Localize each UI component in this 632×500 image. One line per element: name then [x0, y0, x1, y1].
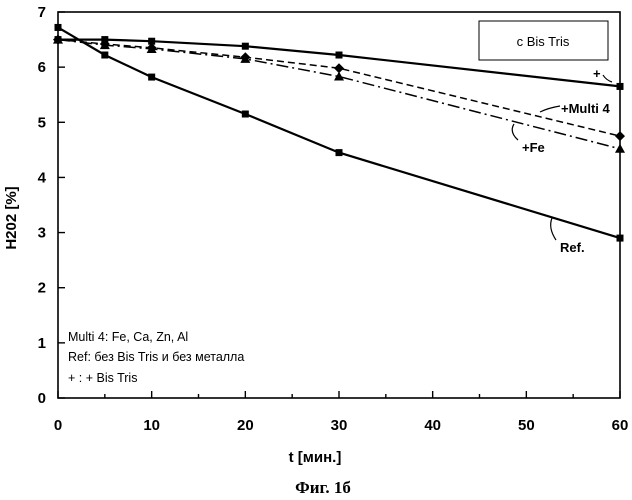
x-tick-label: 10: [143, 417, 160, 434]
series-label: +Multi 4: [561, 101, 611, 116]
data-point-square: [335, 51, 343, 59]
figure-caption: Фиг. 1б: [295, 478, 351, 497]
data-point-triangle: [146, 43, 157, 53]
data-point-triangle: [53, 34, 63, 44]
data-point-square: [148, 73, 156, 81]
data-point-square: [54, 23, 62, 31]
data-point-square: [101, 51, 109, 59]
series-label: Ref.: [560, 240, 585, 255]
note-line-2: Ref: без Bis Tris и без металла: [68, 350, 244, 364]
axes: 0 1 2 3 4 5 6 7 0 10 20 30 40 50 60: [38, 4, 629, 434]
legend-box-label: c Bis Tris: [517, 34, 570, 49]
series-line: [57, 26, 621, 240]
x-tick-label: 20: [237, 417, 254, 434]
y-tick-label: 5: [38, 114, 46, 131]
data-point-square: [335, 149, 343, 157]
data-point-square: [241, 42, 249, 50]
x-tick-label: 0: [54, 417, 62, 434]
series-label-leader: [602, 74, 613, 83]
data-point-square: [148, 37, 156, 45]
series-label: +Fe: [522, 140, 545, 155]
x-axis-title: t [мин.]: [289, 449, 342, 466]
series-line: [57, 38, 621, 150]
series-label-leader: [550, 217, 557, 241]
y-tick-label: 2: [38, 280, 46, 297]
series-label-leader: [511, 123, 519, 141]
series-line: [57, 38, 621, 137]
data-point-triangle: [99, 40, 110, 50]
data-point-diamond: [615, 131, 625, 142]
y-tick-label: 7: [38, 4, 46, 21]
y-tick-label: 6: [38, 59, 46, 76]
data-point-diamond: [334, 63, 344, 74]
x-tick-label: 40: [424, 417, 441, 434]
data-point-square: [616, 82, 624, 90]
series-layer: [53, 23, 625, 242]
data-point-triangle: [240, 53, 251, 63]
annotations: + Ref. +Multi 4 +Fe: [511, 66, 613, 255]
y-axis-title: H202 [%]: [3, 186, 20, 249]
x-tick-label: 50: [518, 417, 535, 434]
data-point-square: [241, 110, 249, 118]
note-line-3: + : + Bis Tris: [68, 371, 137, 385]
data-point-triangle: [334, 71, 344, 81]
x-tick-label: 60: [612, 417, 629, 434]
y-tick-label: 1: [38, 335, 46, 352]
series-line: [58, 38, 621, 88]
y-tick-label: 0: [38, 390, 46, 407]
y-tick-label: 4: [38, 169, 47, 186]
y-tick-label: 3: [38, 225, 46, 242]
data-point-square: [616, 234, 624, 242]
note-line-1: Multi 4: Fe, Ca, Zn, Al: [68, 330, 188, 344]
x-tick-label: 30: [331, 417, 348, 434]
series-label-leader: [539, 105, 561, 113]
series-1: [54, 23, 624, 242]
data-point-triangle: [615, 143, 625, 153]
series-label: +: [593, 66, 601, 81]
legend-box: [478, 20, 609, 61]
series-3: [53, 34, 625, 153]
